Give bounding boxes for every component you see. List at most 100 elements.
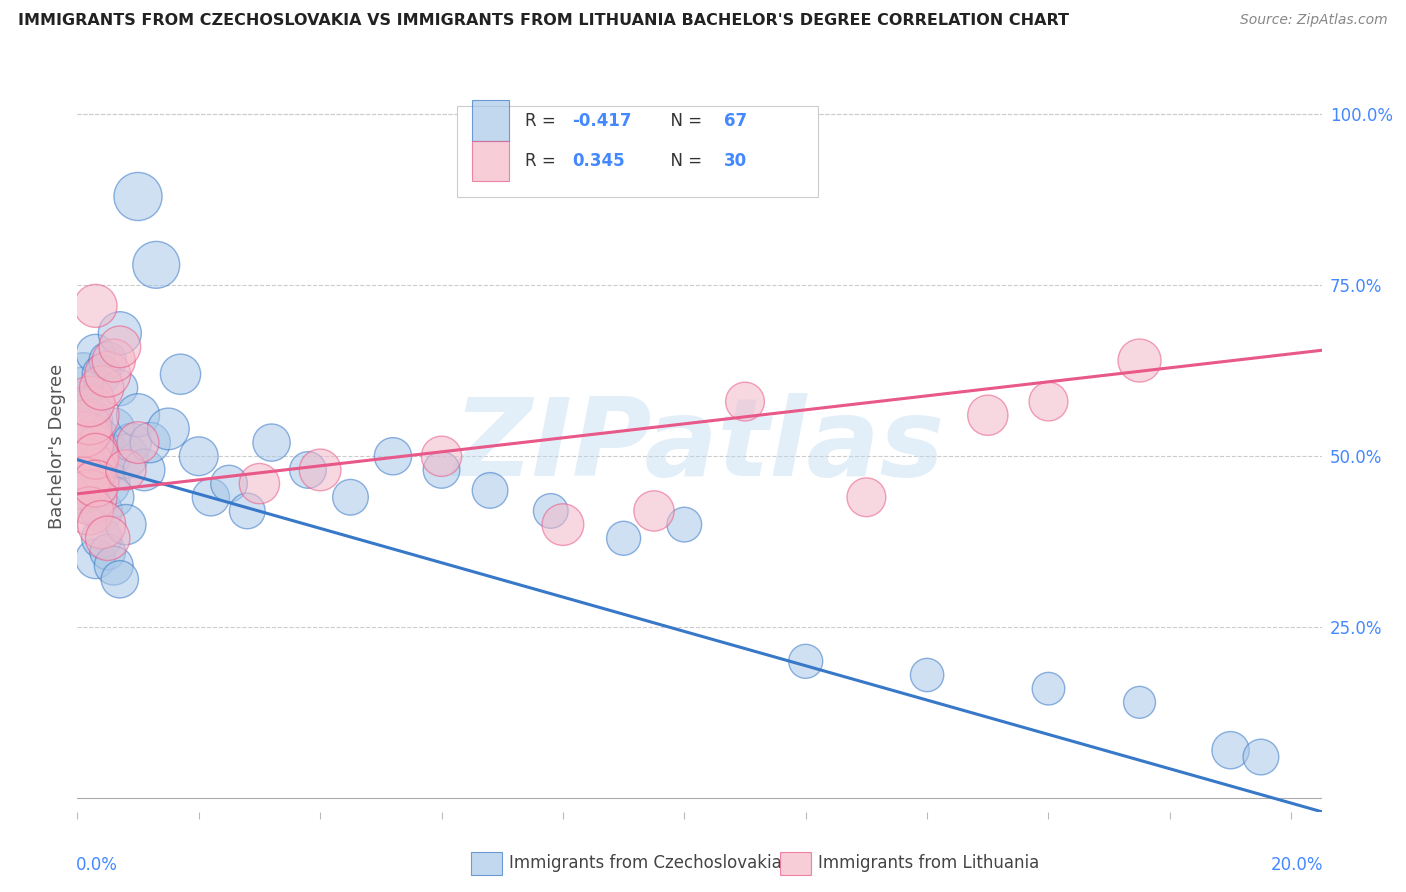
Point — [1038, 394, 1060, 409]
Point — [145, 258, 167, 272]
Point — [72, 422, 94, 436]
Point — [72, 368, 94, 382]
Point — [72, 463, 94, 477]
Point — [72, 449, 94, 463]
Point — [72, 409, 94, 423]
Point — [643, 504, 665, 518]
Point — [72, 463, 94, 477]
Point — [1219, 743, 1241, 757]
Point — [90, 517, 112, 532]
Point — [108, 381, 131, 395]
Text: 0.0%: 0.0% — [76, 855, 118, 873]
Point — [479, 483, 502, 498]
Point — [84, 347, 107, 361]
Point — [84, 299, 107, 313]
Point — [79, 409, 101, 423]
Point — [72, 435, 94, 450]
Point — [169, 368, 191, 382]
Point — [97, 353, 120, 368]
Point — [90, 504, 112, 518]
Point — [90, 531, 112, 545]
Point — [1128, 353, 1150, 368]
Point — [72, 490, 94, 504]
FancyBboxPatch shape — [472, 141, 509, 181]
Point — [103, 353, 125, 368]
Point — [97, 545, 120, 559]
Point — [79, 449, 101, 463]
Point — [430, 449, 453, 463]
Point — [187, 449, 209, 463]
Point — [339, 490, 361, 504]
Point — [72, 435, 94, 450]
Point — [108, 326, 131, 341]
Point — [97, 476, 120, 491]
Text: -0.417: -0.417 — [572, 112, 633, 129]
Point — [97, 531, 120, 545]
Y-axis label: Bachelor's Degree: Bachelor's Degree — [48, 363, 66, 529]
Point — [139, 435, 162, 450]
Point — [127, 189, 149, 203]
Text: Immigrants from Lithuania: Immigrants from Lithuania — [818, 855, 1039, 872]
Point — [79, 490, 101, 504]
Point — [381, 449, 404, 463]
Point — [115, 449, 138, 463]
Text: 67: 67 — [724, 112, 748, 129]
Point — [97, 449, 120, 463]
Point — [108, 572, 131, 586]
Text: ZIPatlas: ZIPatlas — [454, 393, 945, 499]
Point — [79, 429, 101, 443]
FancyBboxPatch shape — [457, 106, 818, 197]
Point — [218, 476, 240, 491]
Point — [72, 476, 94, 491]
Point — [673, 517, 696, 532]
Point — [540, 504, 562, 518]
Point — [72, 394, 94, 409]
Point — [297, 463, 319, 477]
Text: Immigrants from Czechoslovakia: Immigrants from Czechoslovakia — [509, 855, 782, 872]
Point — [79, 394, 101, 409]
Point — [127, 409, 149, 423]
Point — [977, 409, 1000, 423]
Point — [84, 429, 107, 443]
Point — [115, 517, 138, 532]
Text: 0.345: 0.345 — [572, 152, 626, 169]
Point — [915, 668, 938, 682]
Point — [430, 463, 453, 477]
Text: IMMIGRANTS FROM CZECHOSLOVAKIA VS IMMIGRANTS FROM LITHUANIA BACHELOR'S DEGREE CO: IMMIGRANTS FROM CZECHOSLOVAKIA VS IMMIGR… — [18, 13, 1070, 29]
Text: 20.0%: 20.0% — [1271, 855, 1323, 873]
Point — [72, 449, 94, 463]
Point — [108, 340, 131, 354]
Point — [855, 490, 877, 504]
Point — [84, 476, 107, 491]
Point — [84, 469, 107, 483]
Point — [72, 422, 94, 436]
Point — [84, 456, 107, 470]
Point — [72, 381, 94, 395]
Point — [1128, 695, 1150, 709]
Point — [1038, 681, 1060, 696]
Text: Source: ZipAtlas.com: Source: ZipAtlas.com — [1240, 13, 1388, 28]
Point — [90, 368, 112, 382]
Point — [260, 435, 283, 450]
Point — [551, 517, 574, 532]
Point — [79, 504, 101, 518]
Point — [309, 463, 332, 477]
Point — [90, 381, 112, 395]
Point — [84, 449, 107, 463]
Point — [103, 558, 125, 573]
Point — [79, 415, 101, 429]
Point — [132, 463, 155, 477]
Point — [115, 463, 138, 477]
Point — [97, 368, 120, 382]
Text: N =: N = — [659, 112, 707, 129]
Text: R =: R = — [526, 152, 561, 169]
Point — [84, 551, 107, 566]
Point — [157, 422, 180, 436]
Text: 30: 30 — [724, 152, 748, 169]
Point — [79, 469, 101, 483]
Point — [79, 401, 101, 416]
Point — [794, 654, 817, 668]
Point — [72, 476, 94, 491]
Point — [90, 463, 112, 477]
Point — [103, 422, 125, 436]
